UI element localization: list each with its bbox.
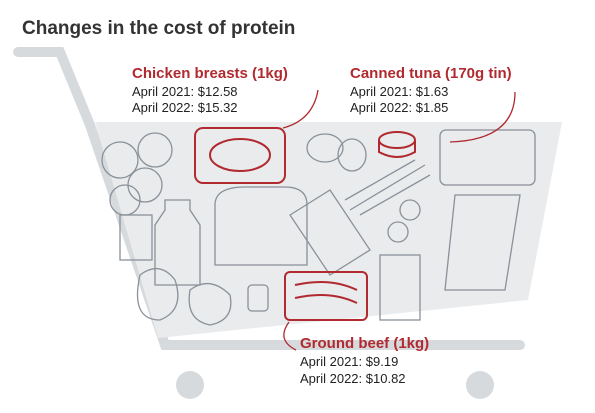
price-line: April 2021: $1.63 (350, 84, 448, 99)
price-line: April 2022: $10.82 (300, 371, 406, 386)
price-line: April 2022: $15.32 (132, 100, 238, 115)
cart-illustration (13, 47, 562, 399)
item-name: Chicken breasts (1kg) (132, 65, 288, 82)
arrow (283, 321, 297, 351)
item-name: Canned tuna (170g tin) (350, 65, 512, 82)
arrow (449, 91, 516, 143)
title: Changes in the cost of protein (22, 18, 295, 39)
price-line: April 2021: $9.19 (300, 354, 398, 369)
arrow (282, 89, 319, 129)
price-line: April 2022: $1.85 (350, 100, 448, 115)
item-name: Ground beef (1kg) (300, 335, 429, 352)
price-line: April 2021: $12.58 (132, 84, 238, 99)
